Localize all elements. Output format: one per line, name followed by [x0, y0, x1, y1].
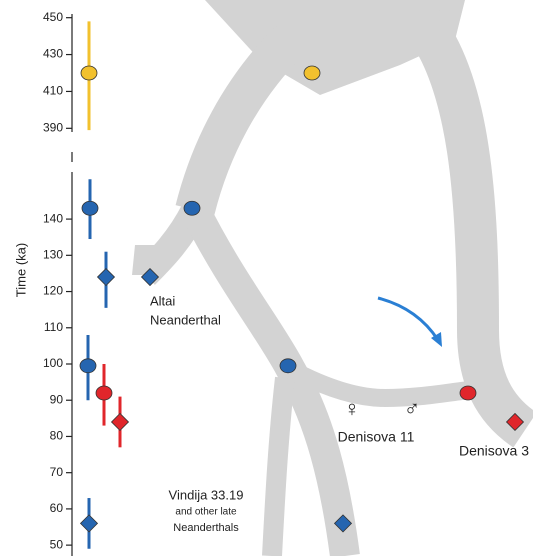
- point: [81, 515, 98, 532]
- chart: Time (ka) 390 410 430 450 50 60 70 80 90 100 110 12…: [0, 0, 533, 556]
- y-tick-label: 120: [43, 284, 63, 298]
- point: [304, 66, 320, 80]
- point: [82, 201, 98, 215]
- y-tick-label: 70: [50, 465, 64, 479]
- y-tick-label: 410: [43, 84, 63, 98]
- point: [98, 269, 115, 286]
- y-tick-label: 80: [50, 429, 64, 443]
- annotation: Denisova 3: [459, 443, 529, 459]
- y-tick-label: 390: [43, 120, 63, 134]
- arrow: [378, 298, 438, 340]
- annotation: Denisova 11: [338, 429, 415, 445]
- annotation: ♀: [344, 396, 361, 421]
- annotation: Neanderthal: [150, 312, 221, 327]
- annotation: and other late: [175, 507, 237, 518]
- point: [184, 201, 200, 215]
- point: [81, 66, 97, 80]
- tree-branch: [195, 40, 290, 210]
- point: [460, 386, 476, 400]
- y-tick-label: 90: [50, 392, 64, 406]
- y-axis-label: Time (ka): [13, 243, 28, 297]
- point: [112, 413, 129, 430]
- y-tick-label: 110: [44, 320, 63, 334]
- point: [96, 386, 112, 400]
- point: [80, 359, 96, 373]
- tree-branch: [272, 378, 285, 556]
- y-tick-label: 140: [43, 211, 63, 225]
- y-tick-label: 100: [43, 356, 63, 370]
- y-tick-label: 450: [43, 10, 63, 24]
- annotation: Neanderthals: [173, 522, 239, 534]
- point: [280, 359, 296, 373]
- y-tick-label: 430: [43, 47, 63, 61]
- annotation: Altai: [150, 293, 175, 308]
- y-tick-label: 60: [50, 501, 64, 515]
- tree-branch: [420, 20, 525, 430]
- annotation: Vindija 33.19: [169, 487, 244, 502]
- y-tick-label: 50: [50, 537, 64, 551]
- y-tick-label: 130: [43, 247, 63, 261]
- tree: [132, 0, 525, 556]
- annotation: ♂: [404, 396, 421, 421]
